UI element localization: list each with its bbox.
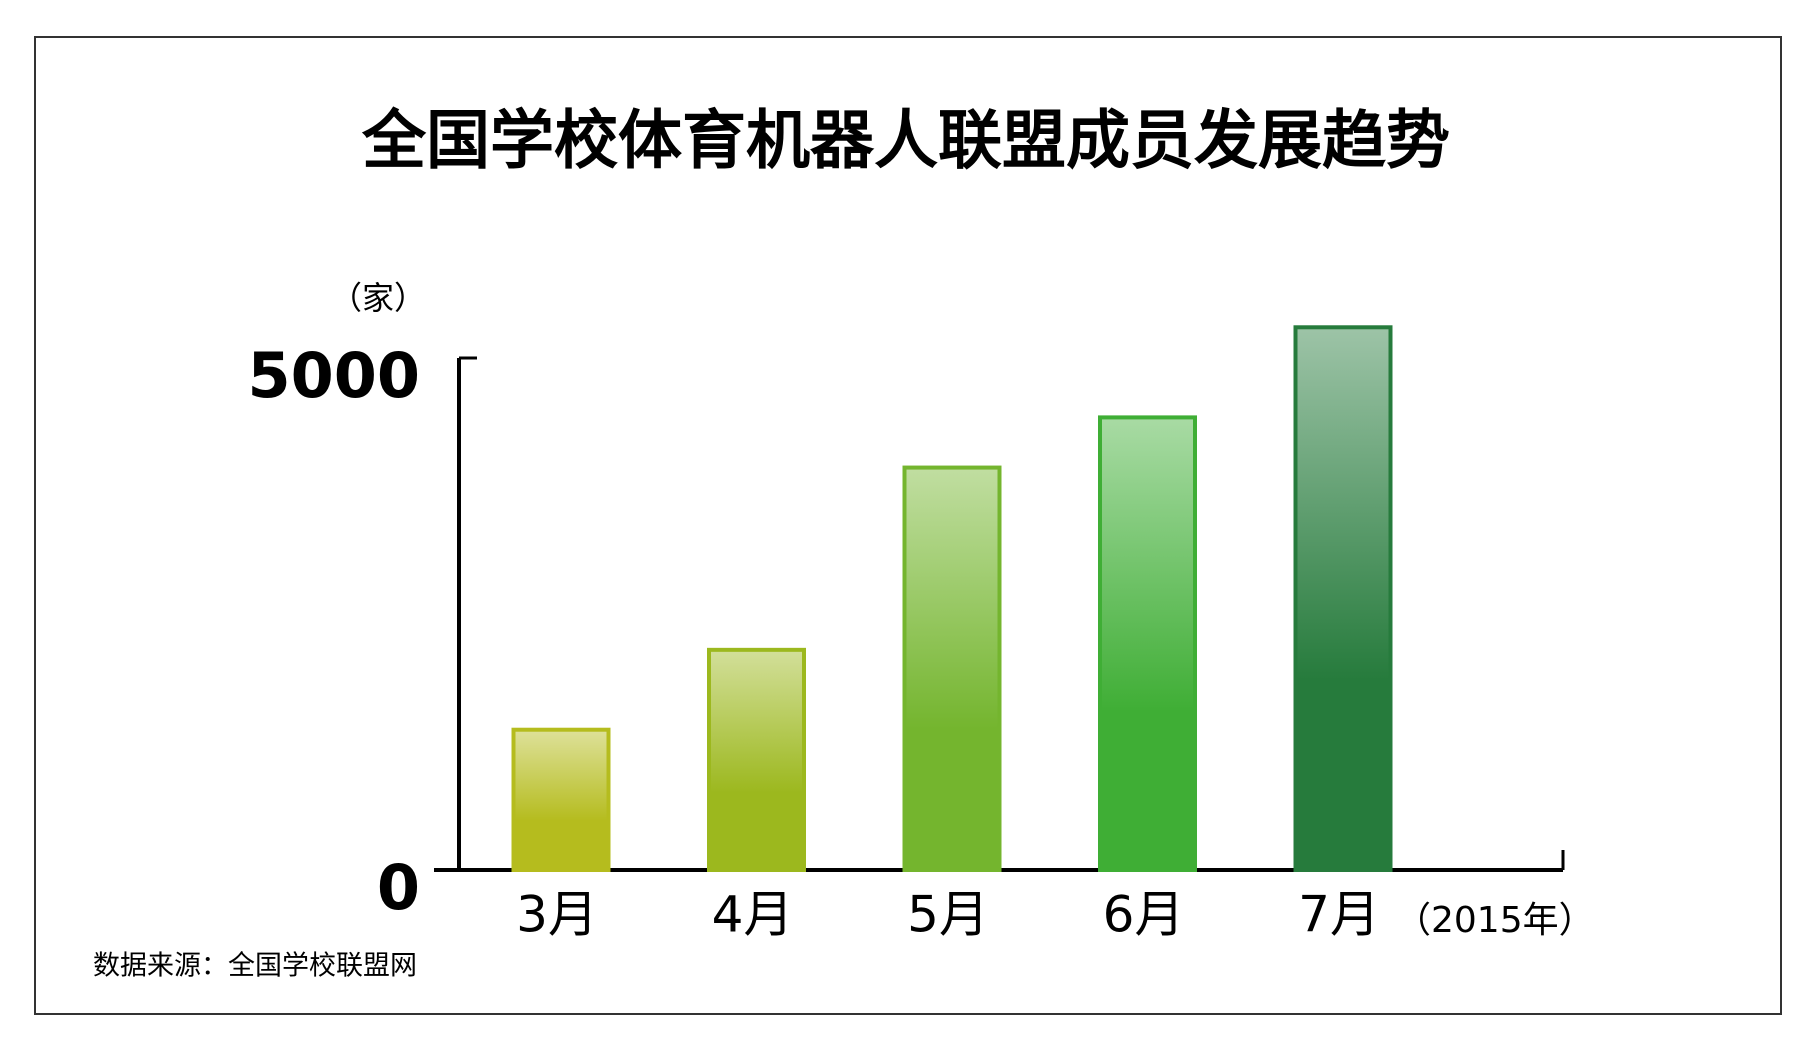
y-tick-label: 0 [377,851,420,924]
x-tick-label: 7月 [1298,886,1380,944]
bar [1098,415,1197,872]
x-tick-label: 3月 [516,886,598,944]
x-suffix: （2015年） [1395,900,1595,941]
bar [1293,325,1393,872]
source: 数据来源：全国学校联盟网 [93,951,417,982]
frame [34,36,1782,1015]
bar [707,647,806,873]
x-tick-label: 4月 [712,886,794,944]
bar [511,727,611,872]
x-tick-label: 5月 [907,886,989,944]
x-tick-label: 6月 [1103,886,1185,944]
y-unit: （家） [330,279,426,317]
bar [902,465,1002,872]
y-tick-label: 5000 [247,339,420,412]
chart-title: 全国学校体育机器人联盟成员发展趋势 [361,105,1450,179]
